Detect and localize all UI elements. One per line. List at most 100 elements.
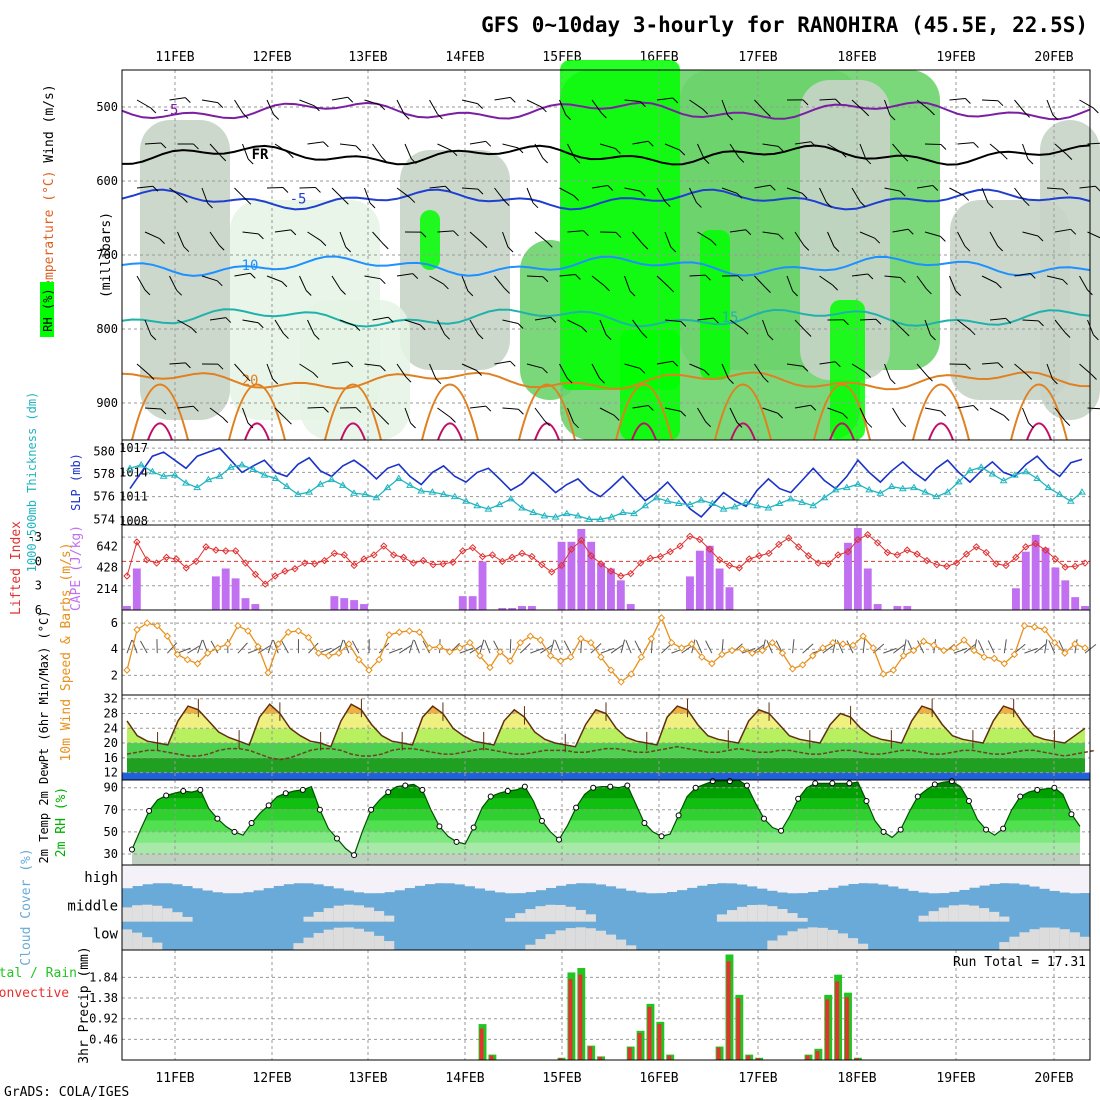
wind-barb: [559, 187, 574, 196]
wind-barb-flag: [810, 404, 817, 411]
wind-barb-flag: [736, 192, 743, 199]
li-point: [735, 564, 744, 572]
wind-barb-flag: [160, 142, 167, 149]
rh2m-point: [641, 820, 648, 827]
thickness-point: [540, 511, 549, 519]
rh-band-0: [132, 853, 1080, 865]
thickness-point: [686, 500, 694, 508]
rh2m-point: [146, 807, 153, 814]
li-point: [577, 536, 586, 545]
temp-contour-label-1: FR: [252, 147, 269, 163]
wind-barb-flag: [973, 142, 979, 149]
wind-barb-flag: [710, 239, 717, 246]
cape-bar: [340, 598, 349, 610]
thickness-point: [921, 488, 930, 495]
wind-barb-flag: [453, 230, 459, 237]
wind-barb: [364, 187, 371, 204]
wind10-point: [556, 657, 565, 665]
rh2m-point: [248, 820, 255, 827]
wind-barb-flag: [613, 414, 620, 421]
wind10-barb: [177, 647, 191, 654]
wind-barb-flag: [193, 405, 199, 412]
cloud-mid-bar: [323, 908, 334, 922]
wind-barb-flag: [159, 238, 165, 244]
wind-barb-flag: [900, 421, 907, 428]
p2-li-tick-6: 6: [35, 603, 42, 617]
li-point: [449, 558, 457, 566]
thickness-point: [518, 504, 526, 511]
thickness-point: [898, 484, 907, 492]
rh2m-point: [504, 788, 511, 795]
wind-barb-flag: [703, 158, 710, 164]
li-point: [291, 565, 299, 573]
cape-bar: [705, 545, 714, 610]
wind-barb: [437, 143, 453, 152]
bottom-date-13FEB: 13FEB: [348, 1071, 387, 1086]
wind-barb: [1022, 407, 1029, 424]
p0-ytick-500: 500: [96, 100, 118, 114]
wind10-point: [859, 632, 867, 640]
wind-barb: [364, 363, 381, 367]
cloud-mid-bar: [918, 915, 929, 922]
temp-peak-3: [421, 383, 479, 441]
wind-barb-flag: [575, 274, 581, 280]
rh2m-point: [214, 815, 221, 822]
li-point: [241, 559, 250, 567]
wind-barb: [981, 362, 998, 365]
wind-barb: [177, 405, 194, 409]
wind10-point: [798, 661, 807, 669]
wind10-barb: [459, 647, 474, 654]
wind-barb: [794, 319, 807, 332]
cloud-high-bar: [646, 865, 657, 894]
wind-barb: [624, 275, 631, 292]
rh2m-point: [948, 778, 955, 785]
wind-barb-flag: [1005, 318, 1012, 324]
li-point: [844, 548, 852, 556]
p7-ytick-1.84: 1.84: [89, 970, 118, 984]
thickness-point: [294, 490, 302, 497]
wind-barb: [786, 363, 803, 367]
wind10-point: [748, 649, 756, 657]
li-point: [143, 556, 151, 564]
temp-contour-label-3: 10: [242, 258, 259, 274]
cloud-high-bar: [212, 865, 224, 893]
wind-barb-flag: [220, 155, 227, 162]
rh2m-point: [556, 836, 563, 843]
precip-conv-bar: [667, 1055, 672, 1060]
wind-barb: [567, 407, 575, 423]
wind-barb-flag: [409, 197, 416, 203]
cloud-high-bar: [737, 865, 748, 885]
li-point: [389, 551, 398, 559]
cape-bar: [527, 606, 536, 610]
cloud-low-bar: [767, 940, 778, 950]
wind-barb: [234, 187, 247, 200]
wind-barb: [429, 99, 438, 115]
p3-ytick-4: 4: [111, 642, 118, 656]
wind-barb-flag: [1038, 320, 1044, 327]
thickness-point: [764, 504, 773, 511]
wind-barb-flag: [379, 104, 386, 111]
wind-barb: [989, 143, 1003, 155]
thickness-point: [204, 475, 213, 483]
cloud-high-bar: [727, 865, 738, 884]
li-point: [617, 572, 625, 580]
wind10-point: [274, 640, 282, 648]
wind-barb-flag: [670, 246, 677, 253]
wind-barb: [689, 274, 706, 277]
li-point: [498, 557, 507, 566]
rh2m-point: [914, 793, 921, 800]
precip-conv-bar: [756, 1058, 761, 1060]
temp-base: [122, 772, 1090, 780]
wind10-barb: [484, 639, 491, 654]
cloud-high-bar: [555, 865, 567, 886]
wind-barb: [396, 273, 413, 277]
thickness-point: [1033, 474, 1042, 482]
wind-barb-flag: [987, 202, 994, 209]
li-point: [1041, 546, 1050, 554]
wind10-point: [476, 652, 484, 660]
thickness-point: [495, 500, 504, 508]
wind10-point: [1000, 659, 1009, 668]
li-point: [676, 542, 684, 550]
li-point: [429, 560, 437, 569]
wind-barb-flag: [1001, 153, 1008, 160]
